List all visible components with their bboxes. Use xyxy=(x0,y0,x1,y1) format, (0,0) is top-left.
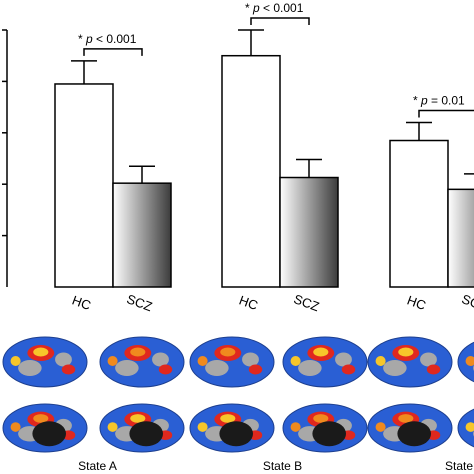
significance-bracket xyxy=(418,109,474,118)
bar-chart: HC SCZ * p < 0.001 HC SCZ * p < 0.001 HC SCZ * p… xyxy=(2,1,474,314)
brain-medial-state-2 xyxy=(189,403,275,453)
bar-scz-group-2 xyxy=(279,176,339,288)
state-label: State xyxy=(445,459,473,473)
brain-lateral-state-3 xyxy=(457,341,474,383)
brain-medial-state-3 xyxy=(457,408,474,448)
significance-bracket xyxy=(250,17,310,25)
category-label: SCZ xyxy=(125,291,155,314)
category-label: SCZ xyxy=(292,291,322,314)
brain-medial-state-3 xyxy=(367,403,453,453)
category-label: HC xyxy=(237,293,260,314)
category-label: HC xyxy=(405,293,428,314)
bar-hc-group-2 xyxy=(221,54,281,288)
brain-lateral-state-2 xyxy=(282,336,368,388)
category-label: HC xyxy=(70,293,93,314)
significance-label: * p < 0.001 xyxy=(78,32,137,46)
bar-scz-group-3 xyxy=(447,188,474,288)
bar-hc-group-3 xyxy=(389,139,449,288)
brain-lateral-state-1 xyxy=(2,336,88,388)
significance-bracket xyxy=(83,48,143,56)
brain-lateral-state-1 xyxy=(99,336,185,388)
state-label: State A xyxy=(78,459,117,473)
bar-hc-group-1 xyxy=(54,83,114,288)
brain-maps: State A State B State xyxy=(2,336,474,473)
category-label: SCZ xyxy=(460,291,474,314)
brain-lateral-state-2 xyxy=(189,336,275,388)
brain-medial-state-1 xyxy=(99,403,185,453)
significance-label: * p = 0.01 xyxy=(413,94,465,108)
brain-medial-state-2 xyxy=(282,403,368,453)
state-label: State B xyxy=(263,459,302,473)
brain-medial-state-1 xyxy=(2,403,88,453)
significance-label: * p < 0.001 xyxy=(245,1,304,15)
brain-lateral-state-3 xyxy=(367,336,453,388)
bar-scz-group-1 xyxy=(112,182,172,288)
